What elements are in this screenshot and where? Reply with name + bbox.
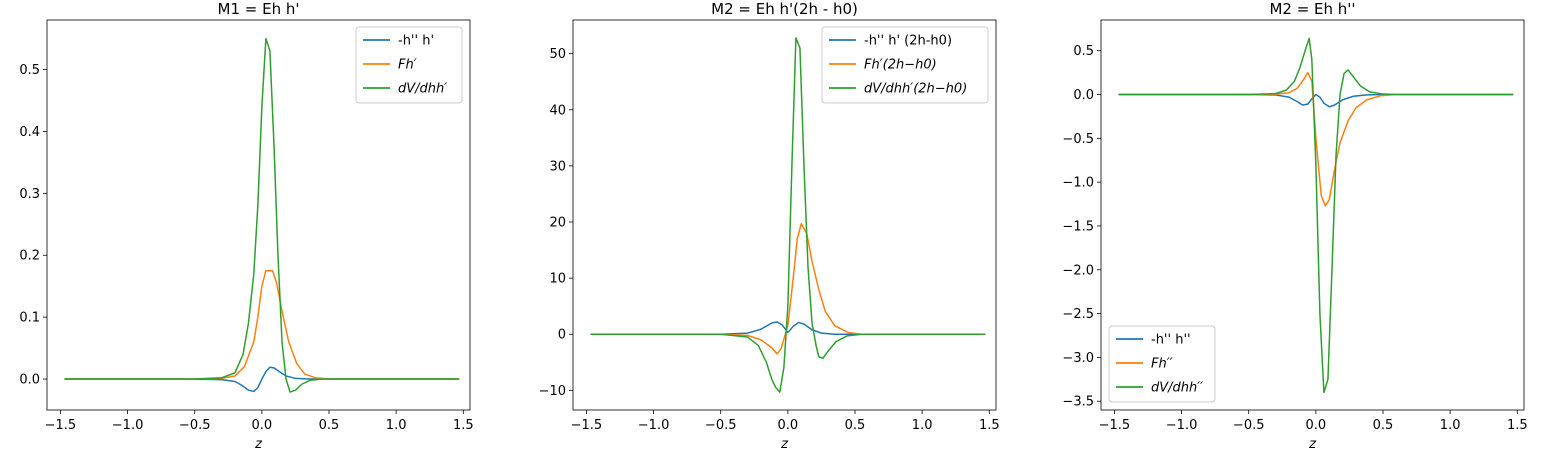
series-group	[1118, 37, 1514, 394]
legend: -h'' h'' Fh′′ dV/dhh′′	[1108, 325, 1216, 403]
series-group	[64, 37, 460, 393]
y-tick-label: −0.5	[1062, 132, 1094, 147]
x-tick-label: 1.0	[912, 418, 933, 433]
legend-label: dV/dhh′′	[1151, 381, 1203, 396]
legend-label: -h'' h'	[398, 34, 434, 49]
y-tick-label: 0.0	[19, 373, 40, 388]
chart-title: M1 = Eh h'	[218, 0, 300, 18]
x-tick-label: 1.5	[979, 418, 1000, 433]
x-tick-label: 0.0	[1306, 418, 1327, 433]
series-line-2	[1118, 37, 1514, 394]
legend-box	[355, 26, 463, 104]
x-tick-label: −1.0	[112, 418, 144, 433]
series-line-0	[64, 366, 460, 393]
series-line-2	[64, 37, 460, 393]
y-tick-label: −3.0	[1062, 351, 1094, 366]
y-tick-label: 50	[549, 47, 566, 62]
y-tick-label: 0.0	[1073, 88, 1094, 103]
series-line-0	[1118, 93, 1514, 108]
series-line-0	[590, 321, 986, 335]
x-tick-label: 0.5	[319, 418, 340, 433]
y-tick-label: 0.4	[19, 125, 40, 140]
y-tick-label: 0	[558, 328, 566, 343]
series-line-1	[64, 269, 460, 380]
x-tick-label: 1.5	[1507, 418, 1528, 433]
x-tick-label: −1.0	[638, 418, 670, 433]
y-tick-label: 0.5	[19, 63, 40, 78]
x-tick-label: −1.0	[1166, 418, 1198, 433]
legend: -h'' h' (2h-h0) Fh′(2h−h0) dV/dhh′(2h−h0)	[821, 26, 989, 104]
legend: -h'' h' Fh′ dV/dhh′	[355, 26, 463, 104]
x-tick-label: −1.5	[1099, 418, 1131, 433]
subplot-m1: −1.5 −1.0 −0.5 0.0 0.5 1.0 1.5 0.0 0.1 0.2 0.3 0.4 0…	[19, 0, 473, 450]
x-tick-label: 0.5	[845, 418, 866, 433]
y-tick-label: 0.5	[1073, 44, 1094, 59]
axes-frame	[46, 19, 471, 411]
series-line-2	[590, 37, 986, 393]
legend-label: Fh′′	[1151, 357, 1173, 372]
x-tick-label: 0.0	[778, 418, 799, 433]
y-tick-label: 0.1	[19, 311, 40, 326]
legend-label: -h'' h' (2h-h0)	[864, 34, 952, 49]
subplot-m2-2h: −1.5 −1.0 −0.5 0.0 0.5 1.0 1.5 −10 0 10 20 30 40 50 M2…	[539, 0, 1000, 450]
y-tick-label: 10	[549, 272, 566, 287]
y-tick-label: 20	[549, 216, 566, 231]
series-line-1	[590, 222, 986, 355]
legend-box	[821, 26, 989, 104]
x-axis-label: z	[780, 437, 789, 450]
y-tick-label: 30	[549, 159, 566, 174]
axes-frame	[572, 19, 997, 411]
y-tick-label: −3.5	[1062, 395, 1094, 410]
legend-label: dV/dhh′	[398, 82, 447, 97]
x-tick-label: 0.0	[252, 418, 273, 433]
legend-label: -h'' h''	[1151, 333, 1191, 348]
axes-frame	[1100, 19, 1525, 411]
legend-label: Fh′(2h−h0)	[864, 58, 937, 73]
x-tick-label: 0.5	[1373, 418, 1394, 433]
y-tick-label: 0.2	[19, 249, 40, 264]
x-tick-label: −0.5	[1233, 418, 1265, 433]
x-tick-label: −1.5	[571, 418, 603, 433]
y-tick-label: 0.3	[19, 187, 40, 202]
y-tick-label: 40	[549, 103, 566, 118]
chart-title: M2 = Eh h'(2h - h0)	[711, 0, 858, 18]
y-tick-label: −1.0	[1062, 176, 1094, 191]
y-tick-label: −2.5	[1062, 307, 1094, 322]
x-axis-label: z	[1308, 437, 1317, 450]
x-tick-label: −0.5	[179, 418, 211, 433]
legend-label: dV/dhh′(2h−h0)	[864, 82, 967, 97]
y-tick-label: −1.5	[1062, 219, 1094, 234]
x-axis-label: z	[254, 437, 263, 450]
y-tick-label: −2.0	[1062, 263, 1094, 278]
y-tick-label: −10	[539, 384, 566, 399]
x-tick-label: 1.0	[386, 418, 407, 433]
x-tick-label: 1.5	[453, 418, 474, 433]
series-line-1	[1118, 71, 1514, 207]
x-tick-label: −1.5	[45, 418, 77, 433]
x-tick-label: 1.0	[1440, 418, 1461, 433]
x-tick-label: −0.5	[705, 418, 737, 433]
legend-label: Fh′	[398, 58, 417, 73]
legend-box	[1108, 325, 1216, 403]
series-group	[590, 37, 986, 393]
subplot-m2-hpp: −1.5 −1.0 −0.5 0.0 0.5 1.0 1.5 −3.5 −3.0 −2.5 −2.0…	[1062, 0, 1527, 450]
chart-title: M2 = Eh h''	[1269, 0, 1355, 18]
